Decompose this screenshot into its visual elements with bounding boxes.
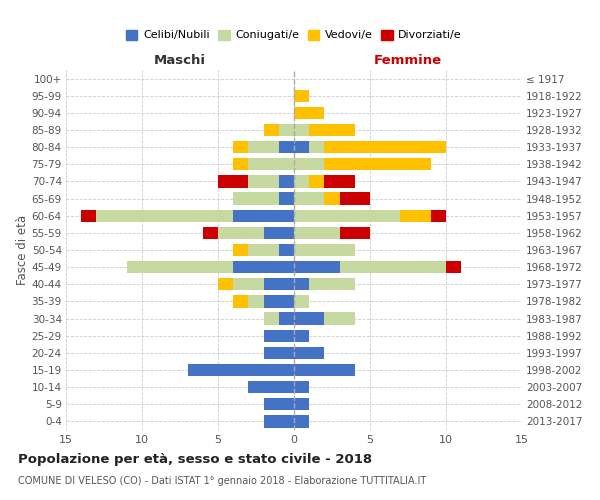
Bar <box>294 210 400 222</box>
Bar <box>263 278 294 290</box>
Bar <box>248 158 294 170</box>
Bar <box>400 210 431 222</box>
Bar <box>294 278 309 290</box>
Bar <box>279 192 294 204</box>
Bar <box>279 124 294 136</box>
Bar <box>325 158 431 170</box>
Bar <box>340 261 446 274</box>
Bar <box>294 261 340 274</box>
Text: Maschi: Maschi <box>154 54 206 68</box>
Bar <box>218 226 263 239</box>
Text: Femmine: Femmine <box>374 54 442 68</box>
Bar <box>325 141 446 154</box>
Bar <box>325 312 355 324</box>
Bar <box>294 90 309 102</box>
Bar <box>325 192 340 204</box>
Bar <box>263 330 294 342</box>
Bar <box>233 158 248 170</box>
Bar <box>263 346 294 359</box>
Bar <box>263 124 279 136</box>
Bar <box>294 192 325 204</box>
Bar <box>340 192 370 204</box>
Legend: Celibi/Nubili, Coniugati/e, Vedovi/e, Divorziati/e: Celibi/Nubili, Coniugati/e, Vedovi/e, Di… <box>122 25 466 45</box>
Bar <box>309 124 355 136</box>
Text: Popolazione per età, sesso e stato civile - 2018: Popolazione per età, sesso e stato civil… <box>18 452 372 466</box>
Bar <box>294 158 325 170</box>
Bar <box>233 244 248 256</box>
Y-axis label: Fasce di età: Fasce di età <box>16 215 29 285</box>
Bar <box>263 398 294 410</box>
Bar <box>279 176 294 188</box>
Bar <box>294 244 355 256</box>
Bar <box>309 141 325 154</box>
Bar <box>263 312 279 324</box>
Bar <box>279 244 294 256</box>
Bar <box>431 210 446 222</box>
Bar <box>294 330 309 342</box>
Bar <box>81 210 97 222</box>
Bar <box>233 278 263 290</box>
Bar <box>294 124 309 136</box>
Bar <box>233 261 294 274</box>
Bar <box>263 226 294 239</box>
Bar <box>233 296 248 308</box>
Bar <box>294 381 309 394</box>
Bar <box>294 312 325 324</box>
Bar <box>233 192 279 204</box>
Bar <box>325 176 355 188</box>
Bar <box>294 398 309 410</box>
Text: COMUNE DI VELESO (CO) - Dati ISTAT 1° gennaio 2018 - Elaborazione TUTTITALIA.IT: COMUNE DI VELESO (CO) - Dati ISTAT 1° ge… <box>18 476 426 486</box>
Bar <box>263 416 294 428</box>
Bar <box>340 226 370 239</box>
Bar <box>263 296 294 308</box>
Bar <box>248 244 279 256</box>
Bar <box>218 176 248 188</box>
Bar <box>294 296 309 308</box>
Bar <box>446 261 461 274</box>
Bar <box>188 364 294 376</box>
Bar <box>294 346 325 359</box>
Bar <box>248 381 294 394</box>
Bar <box>294 141 309 154</box>
Bar <box>248 296 263 308</box>
Bar <box>248 141 279 154</box>
Bar <box>127 261 233 274</box>
Bar <box>233 141 248 154</box>
Bar <box>294 106 325 119</box>
Bar <box>233 210 294 222</box>
Bar <box>309 176 325 188</box>
Bar <box>203 226 218 239</box>
Bar <box>218 278 233 290</box>
Bar <box>294 226 340 239</box>
Bar <box>97 210 233 222</box>
Bar <box>279 312 294 324</box>
Bar <box>279 141 294 154</box>
Bar <box>294 176 309 188</box>
Bar <box>248 176 279 188</box>
Bar <box>309 278 355 290</box>
Bar <box>294 416 309 428</box>
Bar <box>294 364 355 376</box>
